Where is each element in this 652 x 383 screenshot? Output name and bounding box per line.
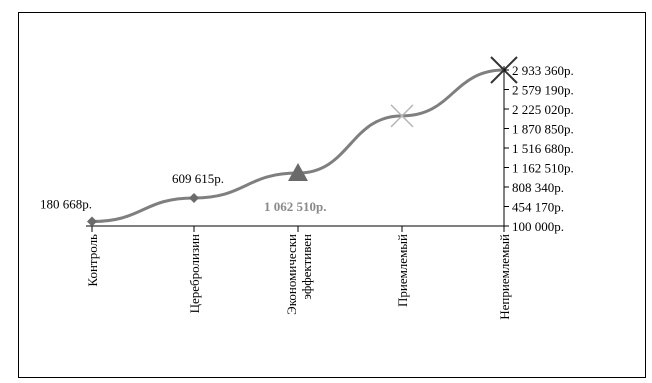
diamond-marker [189,192,199,203]
x-category-labels: Контроль Церебролизин Экономически эффектив… [85,234,512,320]
x-marker-stroke [390,104,414,128]
y-tick-label: 1 162 510р. [512,161,574,176]
category-label: Экономически [284,234,299,315]
triangle-marker [288,163,308,182]
y-tick-label: 2 225 020р. [512,102,574,117]
chart-frame [18,12,646,378]
category-label: Приемлемый [395,234,410,307]
y-tick-label: 100 000р. [512,219,564,234]
diamond-marker [87,216,97,227]
y-tick-label: 2 579 190р. [512,83,574,98]
y-tick-label: 454 170р. [512,200,564,215]
category-label: эффективен [299,234,314,300]
data-labels: 180 668р. 609 615р. 1 062 510р. [40,171,326,214]
data-label: 609 615р. [172,171,224,186]
y-tick-label: 1 516 680р. [512,141,574,156]
category-label: Церебролизин [187,234,202,313]
axes [86,66,505,232]
category-label: Неприемлемый [497,234,512,320]
data-label: 180 668р. [40,197,92,212]
y-tick-label: 1 870 850р. [512,122,574,137]
data-label: 1 062 510р. [264,199,326,214]
y-tick-labels: 100 000р. 454 170р. 808 340р. 1 162 510р. 1 … [504,63,574,234]
y-tick-label: 2 933 360р. [512,63,574,78]
x-marker [390,104,414,128]
category-label: Контроль [85,234,100,287]
y-tick-label: 808 340р. [512,180,564,195]
